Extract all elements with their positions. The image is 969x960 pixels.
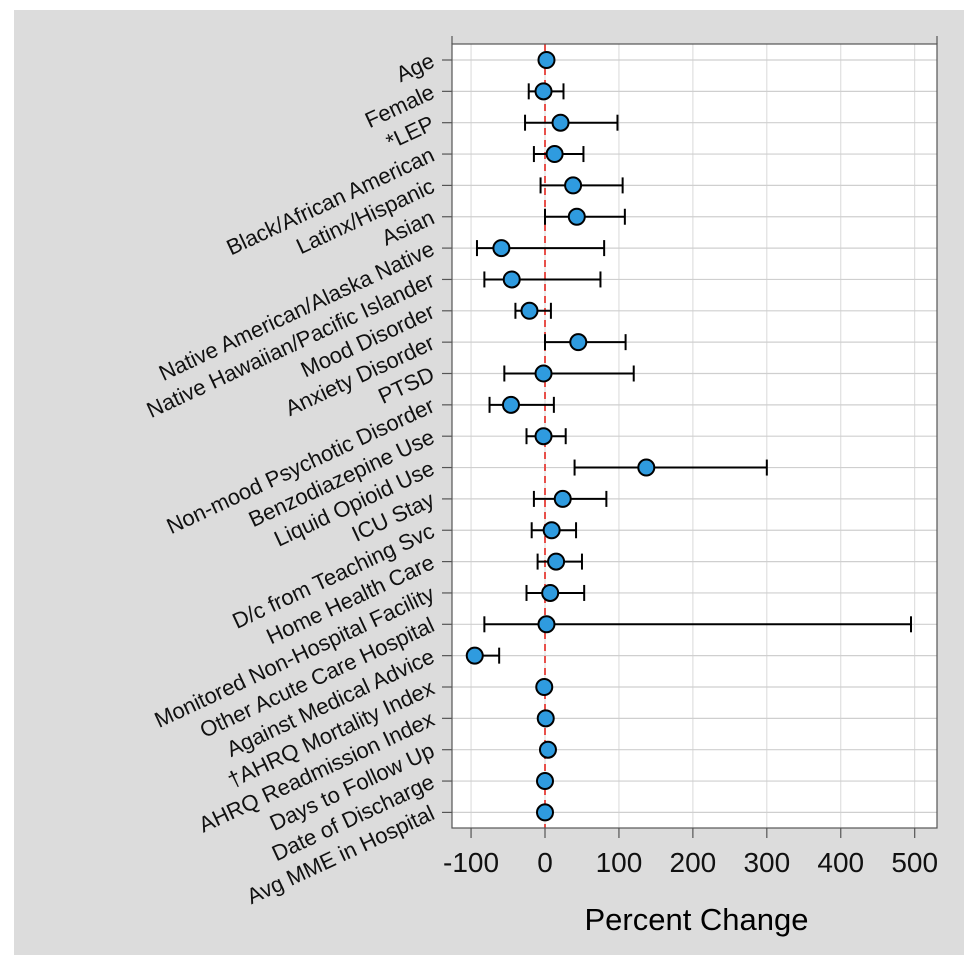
point-estimate — [541, 583, 560, 602]
chart-figure: Age Female *LEP Black/African American Latin… — [14, 10, 964, 955]
x-tick-label: 400 — [817, 847, 864, 878]
point-estimate — [534, 427, 553, 446]
point-estimate — [553, 489, 572, 508]
point-estimate — [537, 51, 556, 69]
x-tick-label: 100 — [596, 847, 643, 878]
point-estimate — [567, 207, 586, 226]
point-estimate — [551, 113, 570, 132]
point-estimate — [537, 615, 556, 634]
x-tick-label: 0 — [537, 847, 553, 878]
point-estimate — [538, 740, 557, 759]
point-estimate — [520, 301, 539, 320]
point-estimate — [545, 145, 564, 164]
point-estimate — [501, 395, 520, 414]
x-tick-label: -100 — [443, 847, 499, 878]
point-estimate — [534, 82, 553, 101]
point-estimate — [502, 270, 521, 289]
point-estimates — [465, 51, 656, 822]
x-tick-labels: -100 0 100 200 300 400 500 — [443, 847, 938, 878]
plot-frame — [442, 36, 938, 838]
point-estimate — [542, 521, 561, 540]
point-estimate — [535, 678, 554, 696]
x-axis-label: Percent Change — [584, 902, 808, 937]
point-estimate — [536, 709, 555, 728]
point-estimate — [534, 364, 553, 383]
point-estimate — [465, 646, 484, 665]
x-tick-label: 500 — [891, 847, 938, 878]
y-tick-label: Age — [392, 48, 438, 87]
point-estimate — [569, 333, 588, 352]
x-tick-label: 300 — [743, 847, 790, 878]
point-estimate — [536, 772, 554, 791]
point-estimate — [536, 803, 554, 822]
point-estimate — [547, 552, 566, 571]
point-estimate — [637, 458, 656, 477]
point-estimate — [564, 176, 583, 195]
x-tick-label: 200 — [670, 847, 717, 878]
point-estimate — [492, 239, 511, 258]
